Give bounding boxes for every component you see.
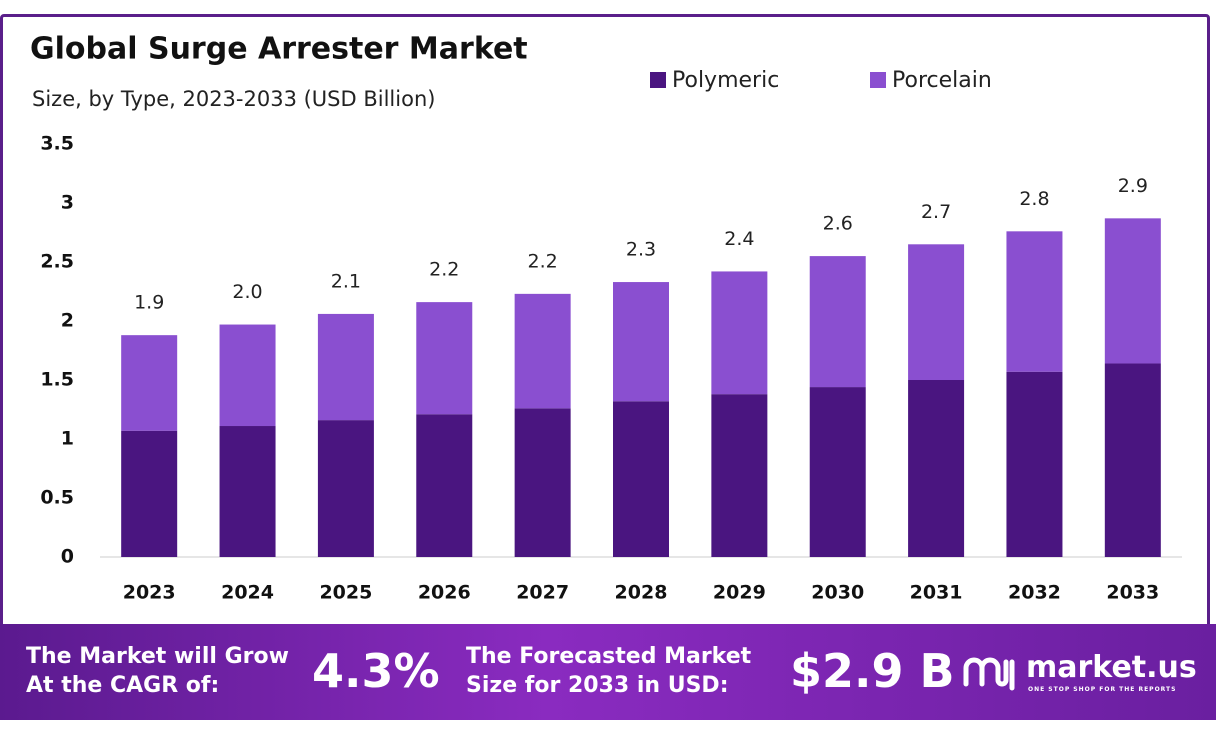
- bar-segment: [908, 380, 965, 557]
- bar-segment: [121, 430, 178, 557]
- bar-segment: [219, 324, 276, 427]
- bar-segment: [514, 408, 571, 557]
- total-label: 2.8: [1019, 188, 1049, 210]
- bar-segment: [317, 313, 374, 421]
- x-tick-label: 2027: [516, 582, 569, 604]
- total-label: 2.2: [429, 259, 459, 281]
- total-label: 2.3: [626, 239, 656, 261]
- forecast-value: $2.9 B: [790, 644, 955, 698]
- x-tick-label: 2030: [811, 582, 864, 604]
- y-tick-label: 3: [61, 192, 74, 214]
- x-tick-label: 2028: [615, 582, 668, 604]
- bar-segment: [514, 293, 571, 409]
- total-label: 1.9: [134, 292, 164, 314]
- banner: The Market will Grow At the CAGR of: 4.3%…: [0, 624, 1216, 720]
- bar-segment: [317, 420, 374, 557]
- total-label: 2.2: [528, 250, 558, 272]
- x-tick-label: 2033: [1106, 582, 1159, 604]
- x-tick-label: 2031: [910, 582, 963, 604]
- bar-segment: [1104, 218, 1161, 364]
- bar-segment: [219, 426, 276, 557]
- x-tick-label: 2025: [319, 582, 372, 604]
- tagline: ONE STOP SHOP FOR THE REPORTS: [1028, 686, 1177, 693]
- brand: market.us: [1026, 650, 1197, 685]
- bar-segment: [121, 335, 178, 431]
- y-tick-label: 2: [61, 310, 74, 332]
- bar-segment: [416, 302, 473, 415]
- cagr-line: At the CAGR of:: [26, 673, 220, 698]
- total-label: 2.4: [724, 228, 754, 250]
- total-label: 2.1: [331, 270, 361, 292]
- bar-segment: [1104, 363, 1161, 557]
- legend-label: Polymeric: [672, 68, 779, 93]
- bar-segment: [809, 256, 866, 388]
- bar-segment: [711, 394, 768, 557]
- forecast-text: The Forecasted Market Size for 2033 in US…: [466, 642, 751, 700]
- x-tick-label: 2032: [1008, 582, 1061, 604]
- y-tick-label: 3.5: [40, 133, 74, 155]
- y-tick-label: 1.5: [40, 369, 74, 391]
- legend-swatch: [650, 72, 666, 88]
- cagr-text: The Market will Grow At the CAGR of:: [26, 642, 289, 700]
- x-tick-label: 2024: [221, 582, 274, 604]
- bar-segment: [809, 387, 866, 557]
- legend-label: Porcelain: [892, 68, 992, 93]
- bar-segment: [711, 271, 768, 395]
- forecast-line: The Forecasted Market: [466, 644, 752, 669]
- bar-segment: [613, 401, 669, 557]
- logo-icon: [963, 657, 1015, 691]
- bar-segment: [416, 414, 473, 557]
- bar-segment: [1006, 231, 1063, 372]
- chart-subtitle: Size, by Type, 2023-2033 (USD Billion): [32, 87, 435, 111]
- y-tick-label: 1: [61, 428, 74, 450]
- cagr-line: The Market will Grow: [26, 644, 289, 669]
- chart-title: Global Surge Arrester Market: [30, 32, 528, 67]
- x-tick-label: 2029: [713, 582, 766, 604]
- cagr-value: 4.3%: [312, 644, 440, 698]
- forecast-line: Size for 2033 in USD:: [466, 673, 729, 698]
- y-tick-label: 0: [61, 546, 74, 568]
- total-label: 2.7: [921, 201, 951, 223]
- bar-segment: [613, 282, 669, 402]
- bar-segment: [908, 244, 965, 380]
- total-label: 2.6: [823, 213, 853, 235]
- legend-swatch: [870, 72, 886, 88]
- x-tick-label: 2023: [123, 582, 176, 604]
- y-tick-label: 0.5: [40, 487, 74, 509]
- chart: Global Surge Arrester Market Size, by Ty…: [30, 32, 1182, 604]
- x-tick-label: 2026: [418, 582, 471, 604]
- total-label: 2.9: [1118, 175, 1148, 197]
- bar-segment: [1006, 371, 1063, 557]
- y-tick-label: 2.5: [40, 251, 74, 273]
- total-label: 2.0: [232, 281, 262, 303]
